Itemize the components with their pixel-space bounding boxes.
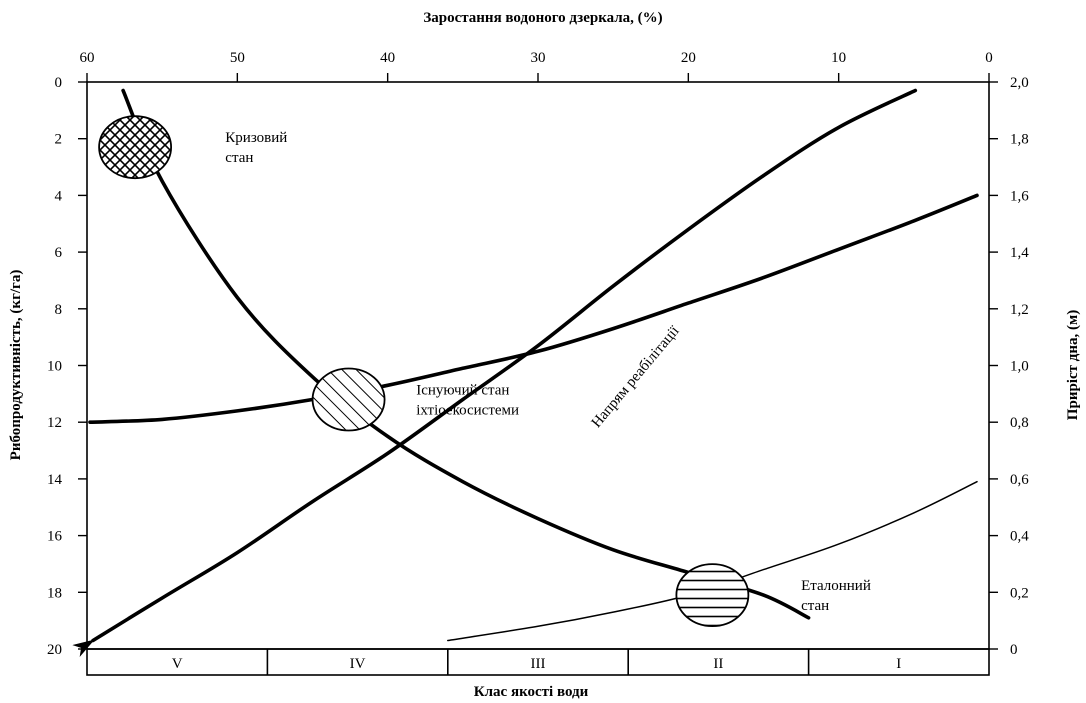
left-tick-label: 14 [47, 472, 63, 488]
top-tick-label: 40 [380, 50, 395, 66]
state-label: Існуючий стан [416, 383, 509, 399]
right-axis-ticks: 0 0,2 0,4 0,6 0,8 1,0 1,2 1,4 1,6 1,8 2,0 [989, 75, 1029, 658]
left-tick-label: 6 [55, 245, 63, 261]
right-tick-label: 2,0 [1010, 75, 1029, 91]
left-tick-label: 18 [47, 585, 62, 601]
left-tick-label: 16 [47, 529, 63, 545]
top-tick-label: 20 [681, 50, 696, 66]
right-tick-label: 0,6 [1010, 472, 1029, 488]
series-line [88, 193, 979, 424]
left-tick-label: 10 [47, 359, 62, 375]
right-tick-label: 1,0 [1010, 359, 1029, 375]
top-tick-label: 10 [831, 50, 846, 66]
series-lines [72, 88, 979, 657]
state-label: стан [225, 150, 253, 166]
left-tick-label: 0 [55, 75, 63, 91]
left-tick-label: 2 [55, 132, 63, 148]
right-tick-label: 1,4 [1010, 245, 1029, 261]
left-tick-label: 8 [55, 302, 63, 318]
state-label: Еталонний [801, 578, 871, 594]
class-label: III [531, 656, 546, 672]
right-tick-label: 1,6 [1010, 188, 1029, 204]
right-axis-title: Приріст дна, (м) [1065, 310, 1081, 420]
right-tick-label: 0,4 [1010, 529, 1029, 545]
left-tick-label: 20 [47, 642, 62, 658]
left-axis-ticks: 0 2 4 6 8 10 12 14 16 18 20 [47, 75, 87, 658]
class-label: II [713, 656, 723, 672]
bottom-axis-title: Клас якості води [474, 684, 589, 700]
state-ellipse [98, 115, 173, 180]
state-ellipse [311, 367, 386, 432]
water-class-bar [86, 648, 990, 676]
state-label: стан [801, 598, 829, 614]
class-label: IV [350, 656, 366, 672]
water-class-cells: V IV III II I [172, 649, 901, 675]
annotations: Кризовий стан Існуючий стан іхтіоекосистеми… [98, 115, 871, 628]
state-label: Кризовий [225, 130, 287, 146]
left-axis-title: Рибопродуктивність, (кг/га) [8, 270, 24, 461]
top-tick-label: 0 [985, 50, 993, 66]
top-tick-label: 30 [531, 50, 546, 66]
left-tick-label: 12 [47, 415, 62, 431]
series-line [72, 88, 918, 657]
rehabilitation-direction-label: Напрям реабілітації [589, 323, 684, 431]
series-line [121, 88, 811, 620]
left-tick-label: 4 [55, 188, 63, 204]
right-tick-label: 1,8 [1010, 132, 1029, 148]
right-tick-label: 0,8 [1010, 415, 1029, 431]
top-tick-label: 60 [80, 50, 95, 66]
right-tick-label: 0 [1010, 642, 1018, 658]
class-label: I [896, 656, 901, 672]
right-tick-label: 1,2 [1010, 302, 1029, 318]
top-tick-label: 50 [230, 50, 245, 66]
state-label: іхтіоекосистеми [416, 403, 519, 419]
class-label: V [172, 656, 183, 672]
right-tick-label: 0,2 [1010, 585, 1029, 601]
top-axis-ticks: 60 50 40 30 20 10 0 [80, 50, 993, 82]
state-ellipse [675, 563, 750, 628]
top-axis-title: Заростання водоного дзеркала, (%) [423, 10, 662, 26]
